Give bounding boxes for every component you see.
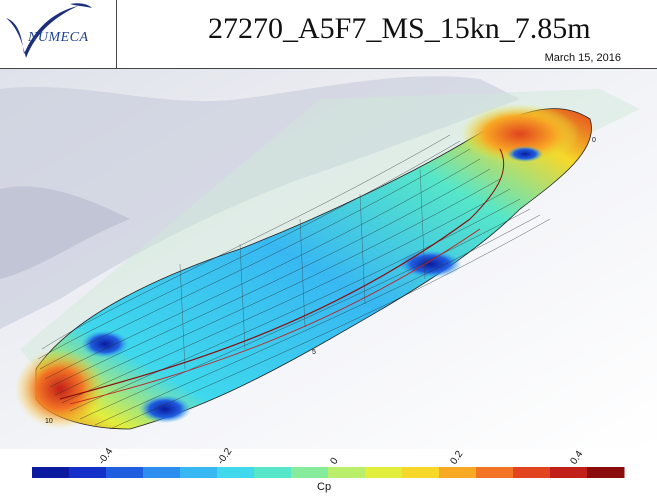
station-lines: [179, 168, 426, 370]
colorbar-tick-label: 0.2: [448, 449, 465, 467]
wave-pattern: [0, 186, 130, 279]
hull-pressure-view: 0 5 10: [0, 69, 657, 449]
colorbar-segment: [291, 467, 329, 478]
colorbar-segment: [402, 467, 440, 478]
header: NUMECA 27270_A5F7_MS_15kn_7.85m March 15…: [0, 0, 657, 69]
colorbar-segments: [32, 467, 625, 478]
streamlines: [37, 134, 551, 430]
cp-colorbar: -0.4 -0.2 0 0.2 0.4: [32, 446, 625, 478]
wave-pattern: [0, 76, 520, 330]
colorbar-segment: [32, 467, 70, 478]
separation-line: [69, 228, 481, 405]
colorbar-segment: [513, 467, 551, 478]
colorbar-title: Cp: [317, 481, 332, 493]
colorbar-segment: [254, 467, 292, 478]
station-label-0: 0: [592, 137, 596, 144]
colorbar-segment: [587, 467, 625, 478]
date-label: March 15, 2016: [544, 52, 621, 64]
colorbar-segment: [69, 467, 107, 478]
separation-line: [59, 218, 471, 400]
numeca-logo: NUMECA: [0, 0, 117, 68]
logo-text: NUMECA: [28, 30, 89, 45]
colorbar-tick-label: 0: [328, 455, 340, 466]
colorbar-segment: [143, 467, 181, 478]
colorbar-segment: [476, 467, 514, 478]
colorbar-ticks: -0.4 -0.2 0 0.2 0.4: [96, 446, 585, 467]
colorbar-segment: [106, 467, 144, 478]
colorbar-segment: [328, 467, 366, 478]
colorbar-tick-label: -0.4: [96, 446, 115, 467]
separation-line: [469, 148, 505, 220]
colorbar-segment: [217, 467, 255, 478]
station-label-5: 5: [312, 349, 316, 356]
low-pressure-zone: [507, 146, 543, 162]
colorbar-segment: [365, 467, 403, 478]
colorbar-tick-label: 0.4: [568, 449, 585, 467]
low-pressure-zone: [139, 395, 191, 423]
low-pressure-zone: [81, 330, 129, 358]
bow-high-pressure: [460, 104, 580, 164]
stern-high-pressure: [15, 349, 105, 429]
numeca-logo-icon: [6, 3, 92, 58]
page-title: 27270_A5F7_MS_15kn_7.85m: [208, 12, 591, 45]
colorbar-segment: [180, 467, 218, 478]
colorbar-tick-label: -0.2: [215, 446, 234, 467]
colorbar-segment: [439, 467, 477, 478]
station-label-10: 10: [45, 418, 53, 425]
colorbar-segment: [550, 467, 588, 478]
